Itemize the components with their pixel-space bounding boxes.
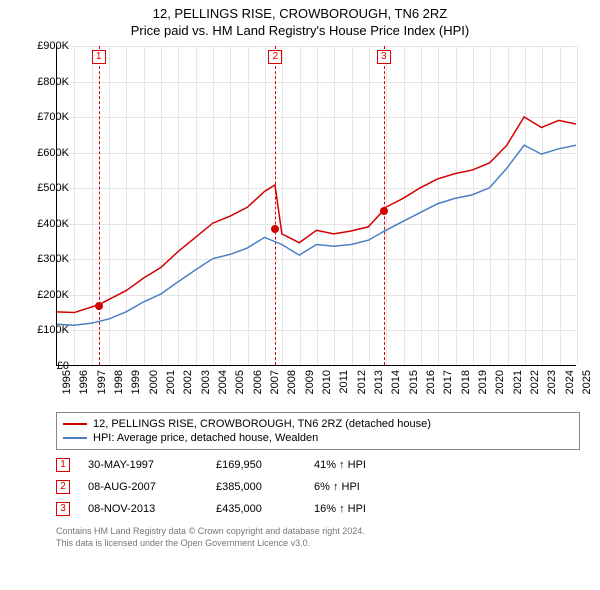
sale-marker-dot [95,302,103,310]
sale-row: 2 08-AUG-2007 £385,000 6% ↑ HPI [56,476,580,498]
sale-row: 3 08-NOV-2013 £435,000 16% ↑ HPI [56,498,580,520]
sale-row-marker: 2 [56,480,70,494]
legend-label: HPI: Average price, detached house, Weal… [93,432,318,444]
x-axis-label: 2003 [200,370,212,394]
sale-row-price: £435,000 [216,503,296,515]
sale-row-price: £169,950 [216,459,296,471]
x-axis-label: 2004 [217,370,229,394]
legend-item: HPI: Average price, detached house, Weal… [63,431,573,445]
sale-marker-number: 2 [268,50,282,64]
sale-row-pct: 41% ↑ HPI [314,459,404,471]
chart-title-subtitle: Price paid vs. HM Land Registry's House … [0,21,600,38]
x-axis-label: 2025 [581,370,593,394]
x-axis-label: 2002 [182,370,194,394]
x-axis-label: 2020 [494,370,506,394]
legend-label: 12, PELLINGS RISE, CROWBOROUGH, TN6 2RZ … [93,418,431,430]
chart-lines [57,46,576,365]
x-axis-label: 2000 [148,370,160,394]
sales-table: 1 30-MAY-1997 £169,950 41% ↑ HPI 2 08-AUG-200… [56,454,580,520]
x-axis-label: 2015 [408,370,420,394]
x-axis-label: 2021 [512,370,524,394]
x-axis-label: 2017 [442,370,454,394]
legend-item: 12, PELLINGS RISE, CROWBOROUGH, TN6 2RZ … [63,417,573,431]
footer-line-1: Contains HM Land Registry data © Crown c… [56,526,580,538]
footer-line-2: This data is licensed under the Open Gov… [56,538,580,550]
x-axis-label: 2001 [165,370,177,394]
x-axis-label: 1999 [130,370,142,394]
x-axis-label: 1997 [96,370,108,394]
x-axis-label: 2006 [252,370,264,394]
x-axis-label: 2022 [529,370,541,394]
chart-title-address: 12, PELLINGS RISE, CROWBOROUGH, TN6 2RZ [0,0,600,21]
x-axis-label: 2011 [338,370,350,394]
x-axis-label: 2018 [460,370,472,394]
x-axis-label: 1998 [113,370,125,394]
x-axis-label: 2019 [477,370,489,394]
series-line [57,117,576,313]
x-axis-label: 2024 [564,370,576,394]
sale-row-marker: 3 [56,502,70,516]
sale-row-date: 08-NOV-2013 [88,503,198,515]
sale-row-date: 08-AUG-2007 [88,481,198,493]
sale-row-date: 30-MAY-1997 [88,459,198,471]
footer-attribution: Contains HM Land Registry data © Crown c… [56,526,580,549]
x-axis-label: 2016 [425,370,437,394]
sale-row-pct: 6% ↑ HPI [314,481,404,493]
plot-region: £0£100K£200K£300K£400K£500K£600K£700K£80… [56,46,576,366]
legend-swatch [63,437,87,439]
legend-swatch [63,423,87,425]
sale-row-pct: 16% ↑ HPI [314,503,404,515]
x-axis-label: 2009 [304,370,316,394]
x-axis-label: 2013 [373,370,385,394]
x-axis-label: 2012 [356,370,368,394]
sale-row-marker: 1 [56,458,70,472]
sale-marker-dot [380,207,388,215]
x-axis-label: 2007 [269,370,281,394]
chart-container: 12, PELLINGS RISE, CROWBOROUGH, TN6 2RZ … [0,0,600,590]
x-axis-label: 1995 [61,370,73,394]
sale-marker-number: 3 [377,50,391,64]
gridline-vertical [577,46,578,365]
legend: 12, PELLINGS RISE, CROWBOROUGH, TN6 2RZ … [56,412,580,450]
sale-row: 1 30-MAY-1997 £169,950 41% ↑ HPI [56,454,580,476]
x-axis-label: 2008 [286,370,298,394]
sale-row-price: £385,000 [216,481,296,493]
x-axis-label: 2023 [546,370,558,394]
series-line [57,145,576,325]
chart-area: £0£100K£200K£300K£400K£500K£600K£700K£80… [40,46,600,406]
x-axis-label: 2014 [390,370,402,394]
x-axis-label: 1996 [78,370,90,394]
x-axis-label: 2010 [321,370,333,394]
x-axis-label: 2005 [234,370,246,394]
sale-marker-dot [271,225,279,233]
sale-marker-number: 1 [92,50,106,64]
